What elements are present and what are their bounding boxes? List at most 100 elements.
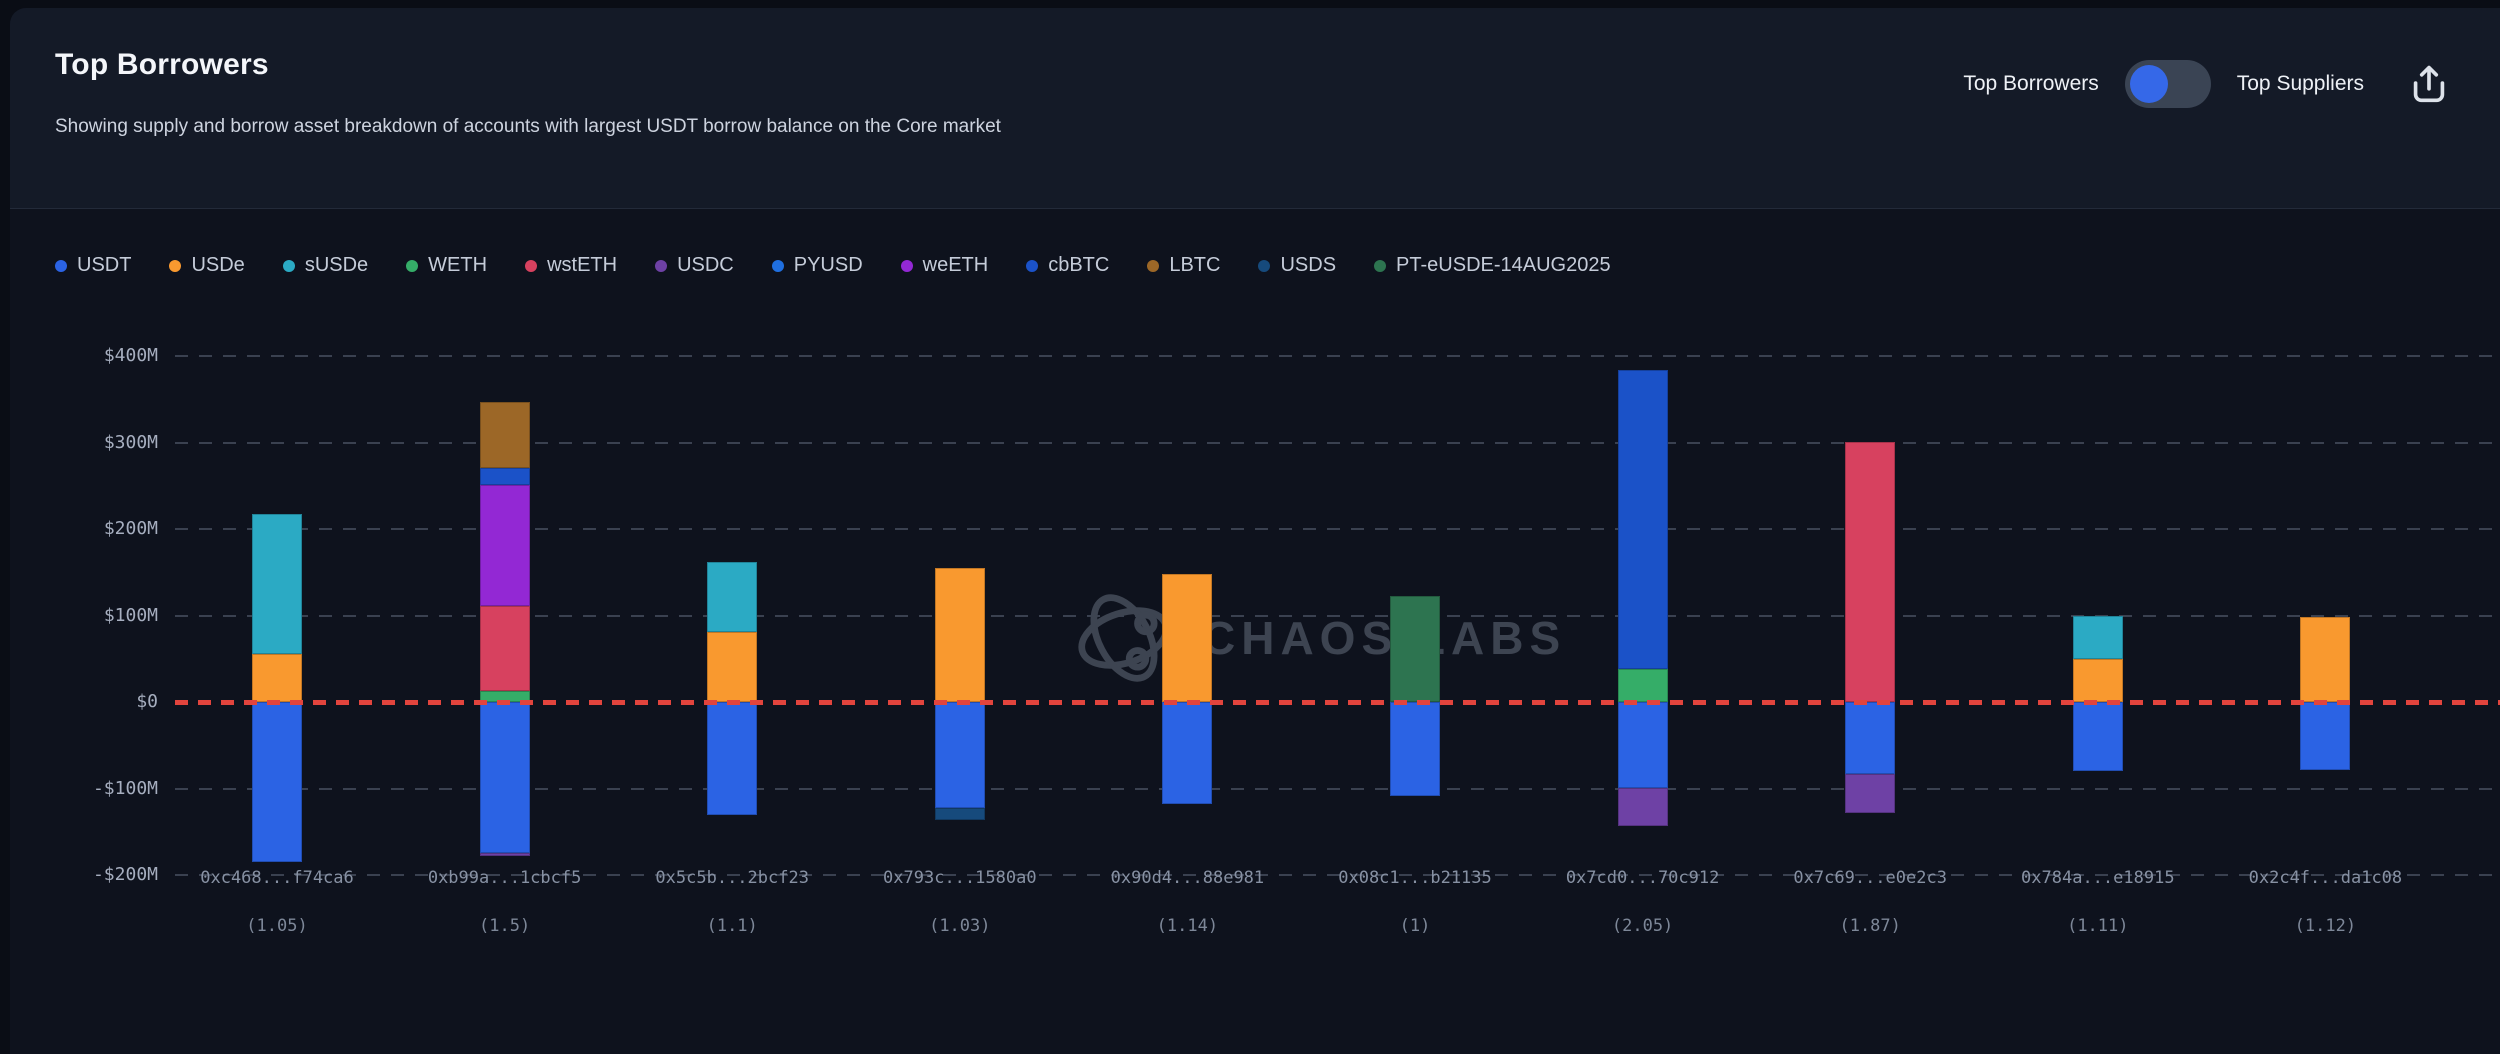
legend-item-sUSDe[interactable]: sUSDe [282, 254, 369, 277]
gridline-$400M [175, 355, 2500, 357]
legend-dot-wstETH [525, 259, 538, 272]
top-borrowers-card: Top Borrowers Showing supply and borrow … [10, 8, 2500, 1054]
borrow-segment-USDT[interactable] [1617, 702, 1668, 788]
borrow-segment-USDC[interactable] [1845, 773, 1896, 813]
header-controls: Top Borrowers Top Suppliers [1963, 56, 2452, 112]
legend-item-WETH[interactable]: WETH [406, 254, 487, 277]
x-axis-address-label: 0x7cd0...70c912 [1565, 868, 1720, 888]
legend-item-USDC[interactable]: USDC [655, 254, 734, 277]
legend-dot-PYUSD [771, 259, 784, 272]
legend-dot-USDT [55, 259, 67, 272]
supply-segment-sUSDe[interactable] [2072, 615, 2123, 659]
legend-item-PYUSD[interactable]: PYUSD [771, 254, 863, 277]
legend-item-LBTC[interactable]: LBTC [1147, 254, 1220, 277]
legend-dot-weETH [900, 259, 913, 272]
gridline-$200M [175, 528, 2500, 530]
legend-item-cbBTC[interactable]: cbBTC [1026, 254, 1109, 277]
legend-item-PT-eUSDE-14AUG2025[interactable]: PT-eUSDE-14AUG2025 [1374, 254, 1611, 277]
chaos-labs-logo-icon [1078, 594, 1170, 682]
borrow-segment-USDT[interactable] [2072, 702, 2123, 772]
borrow-segment-USDT[interactable] [1162, 702, 1213, 805]
borrow-segment-USDT[interactable] [252, 702, 302, 863]
legend-label: PT-eUSDE-14AUG2025 [1396, 254, 1611, 276]
legend-label: PYUSD [793, 254, 863, 276]
borrow-segment-USDS[interactable] [934, 807, 985, 821]
gridline-$100M [175, 614, 2500, 617]
supply-segment-wstETH[interactable] [1845, 441, 1896, 702]
toggle-label-top-borrowers[interactable]: Top Borrowers [1963, 72, 2099, 95]
supply-segment-USDe[interactable] [934, 567, 985, 702]
x-axis-health-factor: (1.87) [1839, 916, 1901, 936]
borrow-segment-USDC[interactable] [1617, 787, 1668, 826]
supply-segment-sUSDe[interactable] [252, 514, 302, 655]
x-axis-address-label: 0x90d4...88e981 [1110, 868, 1265, 888]
borrow-segment-USDT[interactable] [934, 702, 985, 808]
x-axis-address-label: 0x793c...1580a0 [883, 868, 1037, 888]
x-axis-health-factor: (1.03) [929, 916, 991, 936]
borrow-segment-USDT[interactable] [1390, 702, 1440, 797]
x-axis-health-factor: (2.05) [1611, 916, 1674, 936]
gridline--$100M [175, 787, 2500, 790]
supply-segment-wstETH[interactable] [479, 605, 530, 691]
y-axis-tick: $200M [103, 518, 158, 539]
borrow-segment-USDT[interactable] [479, 702, 530, 853]
legend-dot-WETH [406, 259, 419, 272]
legend-item-weETH[interactable]: weETH [900, 254, 988, 277]
legend-label: USDT [77, 254, 132, 276]
legend-label: USDS [1280, 254, 1337, 276]
x-axis-health-factor: (1.5) [479, 916, 531, 936]
chart-legend: USDT USDe sUSDe WETH wstETH USDC PYUSD weETH cbB… [55, 254, 1611, 277]
borrow-segment-USDT[interactable] [2300, 702, 2351, 771]
zero-gridline [175, 700, 2500, 705]
toggle-label-top-suppliers[interactable]: Top Suppliers [2236, 72, 2364, 95]
supply-segment-sUSDe[interactable] [707, 561, 758, 632]
legend-label: USDe [191, 254, 245, 276]
borrow-segment-USDT[interactable] [707, 702, 758, 816]
legend-dot-LBTC [1147, 259, 1160, 272]
legend-label: sUSDe [304, 254, 369, 276]
borrow-segment-USDT[interactable] [1845, 702, 1896, 774]
export-share-icon[interactable] [2406, 60, 2452, 108]
toggle-knob [2129, 65, 2168, 103]
x-axis-health-factor: (1.11) [2067, 916, 2129, 936]
supply-segment-cbBTC[interactable] [1617, 369, 1668, 670]
supply-segment-USDe[interactable] [2072, 658, 2123, 702]
supply-segment-USDe[interactable] [252, 654, 302, 702]
x-axis-health-factor: (1) [1399, 916, 1431, 936]
legend-item-USDS[interactable]: USDS [1258, 254, 1336, 277]
x-axis-address-label: 0xc468...f74ca6 [200, 868, 354, 888]
y-axis-tick: $100M [103, 604, 158, 626]
supply-segment-WETH[interactable] [1617, 669, 1668, 702]
legend-dot-USDe [169, 259, 182, 272]
chaos-labs-watermark: CHAOS LABS [1072, 586, 1566, 690]
supply-segment-USDe[interactable] [1162, 573, 1213, 702]
y-axis-tick: $400M [103, 345, 158, 366]
legend-label: USDC [677, 254, 734, 276]
x-axis-health-factor: (1.14) [1156, 916, 1219, 936]
x-axis-address-label: 0x2c4f...da1c08 [2248, 868, 2403, 888]
x-axis-health-factor: (1.12) [2294, 916, 2357, 936]
supply-segment-cbBTC[interactable] [479, 468, 530, 485]
legend-label: cbBTC [1048, 254, 1110, 276]
x-axis-health-factor: (1.1) [706, 916, 758, 936]
supply-segment-WETH[interactable] [479, 690, 530, 702]
supply-segment-USDe[interactable] [707, 631, 758, 702]
supply-segment-USDe[interactable] [2300, 617, 2351, 702]
x-axis-address-label: 0xb99a...1cbcf5 [427, 868, 582, 888]
x-axis-address-label: 0x5c5b...2bcf23 [655, 868, 809, 888]
y-axis-tick: $300M [103, 431, 158, 453]
legend-item-USDT[interactable]: USDT [55, 254, 131, 277]
legend-dot-PT-eUSDE-14AUG2025 [1374, 259, 1387, 272]
watermark-text: CHAOS LABS [1202, 612, 1567, 664]
supply-segment-LBTC[interactable] [479, 401, 530, 469]
borrowers-suppliers-toggle[interactable] [2124, 60, 2211, 108]
card-header: Top Borrowers Showing supply and borrow … [10, 8, 2500, 209]
legend-dot-USDS [1258, 259, 1271, 272]
supply-segment-weETH[interactable] [479, 484, 530, 606]
legend-item-wstETH[interactable]: wstETH [525, 254, 617, 277]
supply-segment-PT-eUSDE-14AUG2025[interactable] [1390, 596, 1440, 702]
y-axis-tick: -$200M [92, 864, 158, 885]
borrow-segment-USDC[interactable] [479, 852, 530, 856]
y-axis-tick: $0 [136, 691, 158, 712]
legend-item-USDe[interactable]: USDe [169, 254, 245, 277]
